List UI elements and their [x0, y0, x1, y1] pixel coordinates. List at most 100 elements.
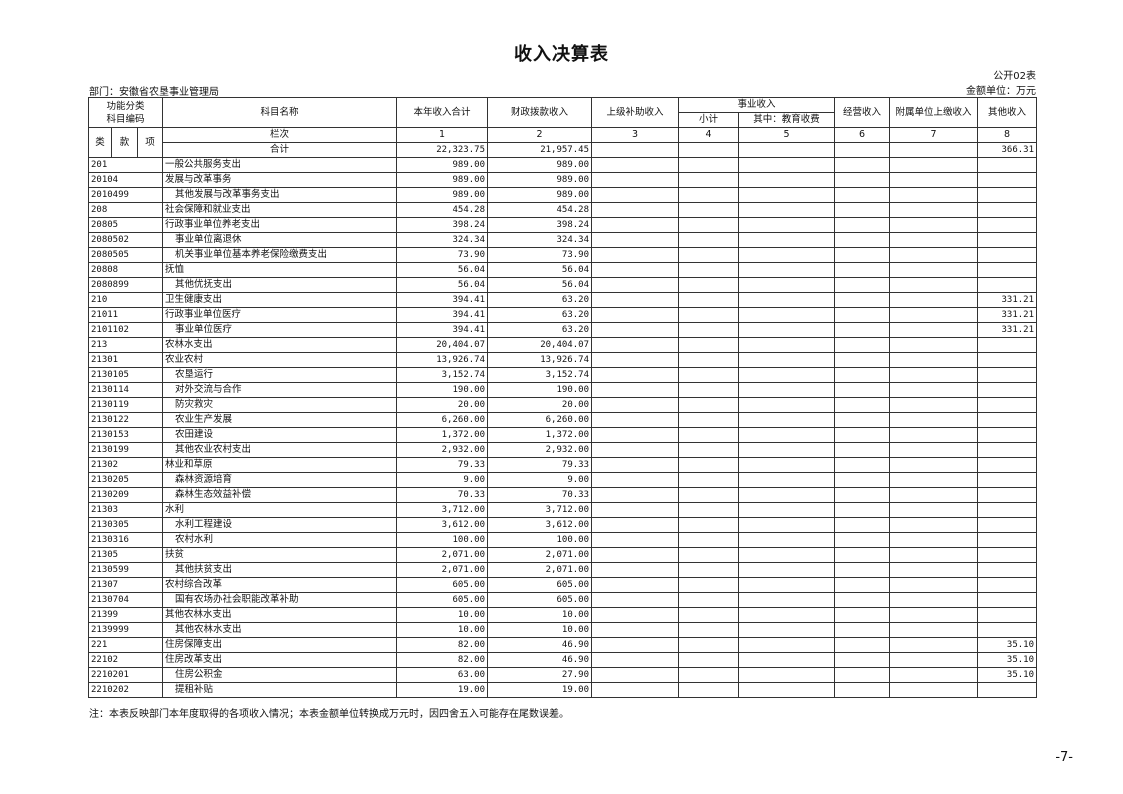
value-c5: [738, 187, 835, 203]
value-c7: [889, 667, 978, 683]
value-c5: [738, 652, 835, 668]
code: 21307: [88, 577, 163, 593]
value-c1: 10.00: [396, 607, 488, 623]
value-c8: [977, 367, 1037, 383]
value-c5: [738, 292, 835, 308]
value-c7: [889, 202, 978, 218]
value-c2: 63.20: [487, 322, 592, 338]
item-name: 农业生产发展: [162, 412, 397, 428]
item-name: 其他发展与改革事务支出: [162, 187, 397, 203]
table-row: 2139999 其他农林水支出 10.00 10.00: [88, 622, 1037, 638]
value-c2: 2,071.00: [487, 562, 592, 578]
value-c1: 2,932.00: [396, 442, 488, 458]
department: 部门：安徽省农垦事业管理局: [89, 87, 219, 98]
value-c5: [738, 592, 835, 608]
value-c8: 35.10: [977, 667, 1037, 683]
table-row: 2130119 防灾救灾 20.00 20.00: [88, 397, 1037, 413]
value-c2: 63.20: [487, 292, 592, 308]
code: 20104: [88, 172, 163, 188]
value-c1: 19.00: [396, 682, 488, 698]
value-c1: 63.00: [396, 667, 488, 683]
value-c7: [889, 277, 978, 293]
item-name: 社会保障和就业支出: [162, 202, 397, 218]
value-c7: [889, 292, 978, 308]
value-c1: 989.00: [396, 187, 488, 203]
item-name: 防灾救灾: [162, 397, 397, 413]
value-c6: [834, 517, 890, 533]
value-c7: [889, 487, 978, 503]
value-c3: [591, 547, 679, 563]
value-c1: 100.00: [396, 532, 488, 548]
header-kuan: 款: [111, 127, 138, 158]
value-c6: [834, 607, 890, 623]
value-c5: [738, 262, 835, 278]
value-c1: 3,612.00: [396, 517, 488, 533]
value-c5: [738, 637, 835, 653]
value-c7: [889, 622, 978, 638]
value-c3: [591, 457, 679, 473]
value-c4: [678, 262, 739, 278]
value-c7: [889, 187, 978, 203]
value-c4: [678, 247, 739, 263]
value-c2: 10.00: [487, 622, 592, 638]
table-row: 210 卫生健康支出 394.41 63.20 331.21: [88, 292, 1037, 308]
value-c7: [889, 247, 978, 263]
value-c4: [678, 487, 739, 503]
item-name: 森林资源培育: [162, 472, 397, 488]
header-lanci: 栏次: [162, 127, 397, 143]
value-c2: 1,372.00: [487, 427, 592, 443]
item-name: 住房公积金: [162, 667, 397, 683]
value-c4: [678, 187, 739, 203]
value-c8: [977, 622, 1037, 638]
header-c5: 其中：教育收费: [738, 112, 835, 128]
value-c1: 394.41: [396, 292, 488, 308]
value-c3: [591, 592, 679, 608]
table-row: 21303 水利 3,712.00 3,712.00: [88, 502, 1037, 518]
value-c3: [591, 247, 679, 263]
value-c6: [834, 412, 890, 428]
col-num: 3: [591, 127, 679, 143]
value-c3: [591, 517, 679, 533]
value-c7: [889, 502, 978, 518]
value-c3: [591, 442, 679, 458]
value-c6: [834, 382, 890, 398]
col-num: 1: [396, 127, 488, 143]
item-name: 事业单位医疗: [162, 322, 397, 338]
value-c8: [977, 442, 1037, 458]
value-c7: [889, 217, 978, 233]
value-c8: 331.21: [977, 307, 1037, 323]
value-c2: 6,260.00: [487, 412, 592, 428]
value-c1: 3,712.00: [396, 502, 488, 518]
value-c4: [678, 682, 739, 698]
income-table: 功能分类 科目编码 科目名称 本年收入合计 财政拨款收入 上级补助收入 事业收入…: [88, 97, 1037, 698]
code: 2080505: [88, 247, 163, 263]
value-c6: [834, 487, 890, 503]
value-c3: [591, 652, 679, 668]
item-name: 一般公共服务支出: [162, 157, 397, 173]
value-c2: 73.90: [487, 247, 592, 263]
value-c2: 70.33: [487, 487, 592, 503]
item-name: 其他农林水支出: [162, 607, 397, 623]
value-c2: 2,932.00: [487, 442, 592, 458]
table-row: 20805 行政事业单位养老支出 398.24 398.24: [88, 217, 1037, 233]
value-c4: [678, 457, 739, 473]
value-c5: [738, 667, 835, 683]
value-c1: 56.04: [396, 262, 488, 278]
item-name: 抚恤: [162, 262, 397, 278]
footnote: 注：本表反映部门本年度取得的各项收入情况；本表金额单位转换成万元时，因四舍五入可…: [89, 709, 569, 720]
table-number: 公开02表: [993, 71, 1036, 82]
item-name: 森林生态效益补偿: [162, 487, 397, 503]
value-c8: [977, 472, 1037, 488]
value-c8: 331.21: [977, 292, 1037, 308]
value-c7: [889, 532, 978, 548]
value-c8: [977, 487, 1037, 503]
value-c6: [834, 262, 890, 278]
value-c1: 82.00: [396, 637, 488, 653]
code: 221: [88, 637, 163, 653]
value-c3: [591, 532, 679, 548]
table-row: 20104 发展与改革事务 989.00 989.00: [88, 172, 1037, 188]
item-name: 农林水支出: [162, 337, 397, 353]
code: 21301: [88, 352, 163, 368]
value-c2: 324.34: [487, 232, 592, 248]
value-c3: [591, 172, 679, 188]
